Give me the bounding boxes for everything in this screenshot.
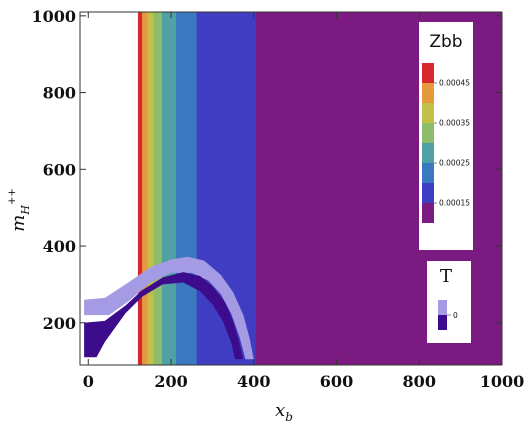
- y-axis-label-subscript: H: [19, 205, 32, 216]
- zbb-legend-tick-2: 0.00025: [439, 159, 470, 168]
- zbb-band-2: [147, 12, 155, 365]
- t-legend-tick-0: 0: [453, 311, 458, 320]
- zbb-band-0: [137, 12, 143, 365]
- y-tick-label-200: 200: [43, 314, 76, 333]
- y-tick-label-1000: 1000: [31, 7, 76, 26]
- zbb-legend-swatch-4: [422, 143, 434, 163]
- zbb-legend-swatch-5: [422, 163, 434, 183]
- zbb-legend-swatch-6: [422, 183, 434, 203]
- plot-frame: [79, 11, 503, 366]
- y-tick-label-600: 600: [43, 160, 76, 179]
- t-contour-regions: [84, 256, 254, 360]
- zbb-legend-tick-labels: 0.00045 0.00035 0.00025 0.00015: [434, 79, 470, 208]
- zbb-legend-swatch-3: [422, 123, 434, 143]
- x-tick-label-400: 400: [237, 372, 270, 391]
- t-legend-colorbar: [438, 300, 451, 330]
- zbb-band-4: [161, 12, 177, 365]
- t-legend-swatch-1: [438, 315, 447, 330]
- y-tick-label-400: 400: [43, 237, 76, 256]
- t-legend: T 0: [427, 261, 471, 343]
- zbb-legend-swatch-0: [422, 63, 434, 83]
- zbb-legend-tick-3: 0.00015: [439, 199, 470, 208]
- zbb-legend-colorbar: [422, 63, 434, 223]
- y-tick-label-800: 800: [43, 84, 76, 103]
- t-legend-swatch-0: [438, 300, 447, 315]
- y-axis-ticks: 200 400 600 800 1000: [31, 7, 502, 333]
- zbb-legend-swatch-1: [422, 83, 434, 103]
- x-tick-label-200: 200: [154, 372, 187, 391]
- x-tick-label-800: 800: [403, 372, 436, 391]
- zbb-legend-tick-0: 0.00045: [439, 79, 470, 88]
- x-tick-label-0: 0: [83, 372, 94, 391]
- y-axis-label-superscript: ++: [7, 188, 18, 205]
- x-axis-ticks: 0 200 400 600 800 1000: [83, 12, 525, 391]
- y-axis-label: mH++: [7, 188, 32, 231]
- x-axis-label-subscript: b: [285, 410, 293, 424]
- zbb-band-3: [153, 12, 163, 365]
- t-region-light: [84, 256, 254, 360]
- zbb-legend-swatch-2: [422, 103, 434, 123]
- x-tick-label-600: 600: [320, 372, 353, 391]
- zbb-band-1: [142, 12, 149, 365]
- t-legend-title: T: [440, 266, 452, 287]
- zbb-legend: Zbb 0.00045 0.00035 0.00025 0.00015: [419, 22, 473, 250]
- zbb-legend-title: Zbb: [429, 32, 462, 52]
- zbb-legend-tick-1: 0.00035: [439, 119, 470, 128]
- zbb-band-5: [175, 12, 198, 365]
- zbb-legend-swatch-7: [422, 203, 434, 223]
- x-axis-label: xb: [275, 400, 293, 424]
- x-tick-label-1000: 1000: [480, 372, 525, 391]
- t-legend-box: [427, 261, 471, 343]
- t-region-dark: [84, 272, 244, 360]
